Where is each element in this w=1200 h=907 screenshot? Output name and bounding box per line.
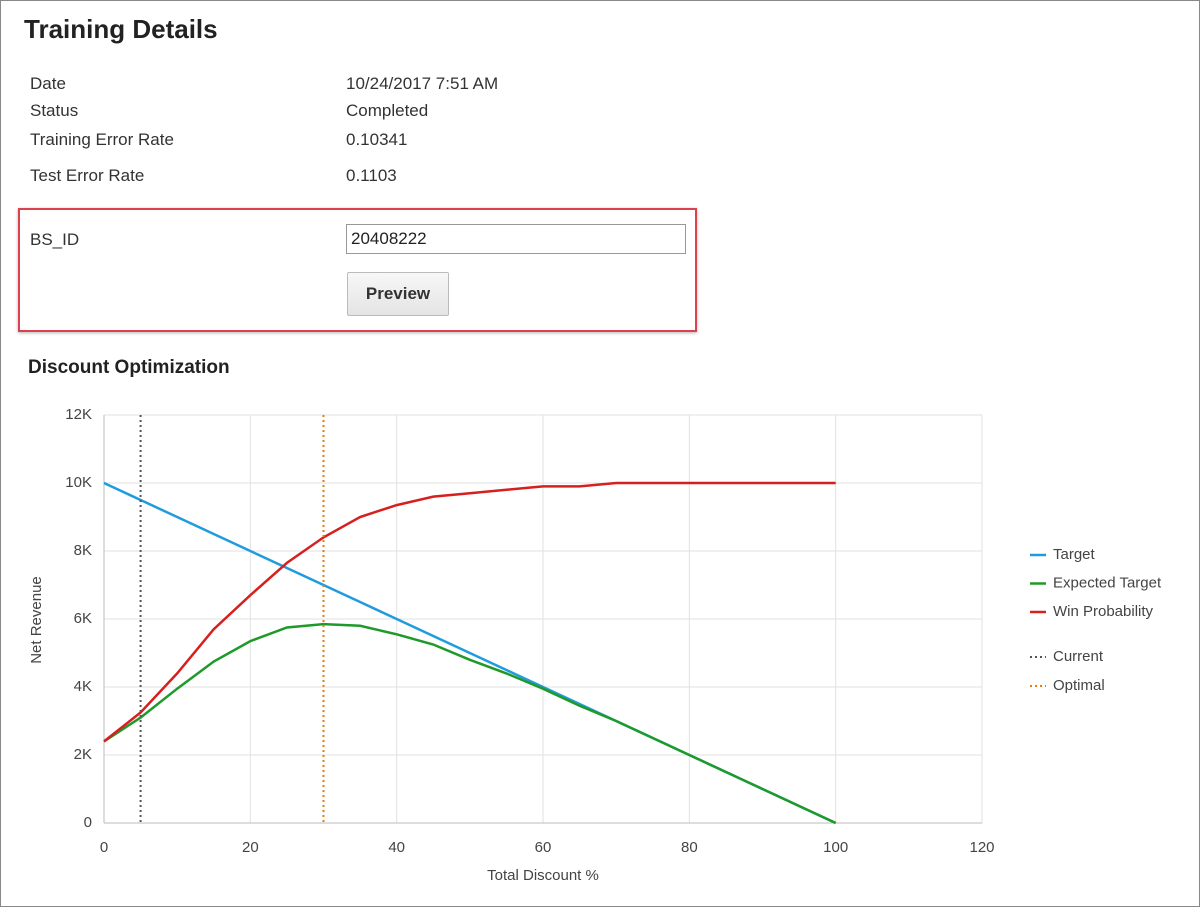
legend-label: Optimal — [1053, 677, 1105, 694]
detail-value: 10/24/2017 7:51 AM — [346, 74, 499, 93]
y-tick-label: 12K — [65, 406, 92, 423]
y-tick-label: 2K — [74, 746, 92, 763]
preview-button[interactable]: Preview — [347, 272, 449, 316]
detail-label: Date — [30, 74, 66, 93]
field-label: BS_ID — [30, 230, 80, 249]
legend-label: Win Probability — [1053, 603, 1154, 620]
detail-label: Training Error Rate — [30, 130, 174, 149]
y-tick-label: 8K — [74, 542, 92, 559]
detail-value: 0.1103 — [346, 166, 397, 185]
text-input[interactable]: 20408222 — [346, 224, 686, 254]
legend-label: Current — [1053, 648, 1104, 665]
detail-label: Test Error Rate — [30, 166, 145, 185]
y-axis-title: Net Revenue — [28, 576, 45, 664]
highlight-box — [18, 208, 697, 332]
legend-label: Target — [1053, 546, 1096, 563]
detail-value: Completed — [346, 101, 429, 120]
legend-label: Expected Target — [1053, 574, 1162, 591]
detail-value: 0.10341 — [346, 130, 408, 149]
x-tick-label: 60 — [535, 839, 552, 856]
chart-title: Discount Optimization — [28, 357, 230, 378]
y-tick-label: 6K — [74, 610, 92, 627]
detail-label: Status — [30, 101, 79, 120]
x-tick-label: 0 — [100, 839, 108, 856]
x-tick-label: 80 — [681, 839, 698, 856]
series-line — [103, 622, 837, 825]
y-tick-label: 0 — [84, 814, 92, 831]
y-tick-label: 10K — [65, 474, 92, 491]
x-tick-label: 40 — [388, 839, 405, 856]
x-tick-label: 100 — [823, 839, 848, 856]
y-tick-label: 4K — [74, 678, 92, 695]
x-tick-label: 20 — [242, 839, 259, 856]
x-axis-title: Total Discount % — [487, 867, 599, 884]
page-title: Training Details — [24, 14, 218, 44]
x-tick-label: 120 — [969, 839, 994, 856]
chart: Net Revenue Total Discount % 0 2K 4K 6K 8K 10… — [28, 406, 1162, 884]
series-line — [103, 481, 836, 743]
